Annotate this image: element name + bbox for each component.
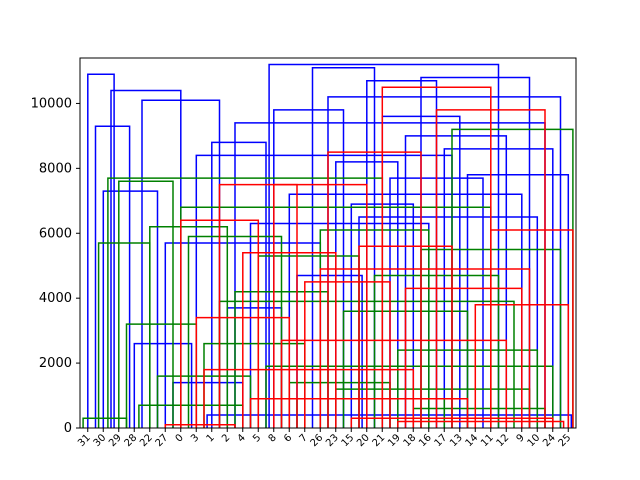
y-tick-label-2: 4000 <box>39 291 72 306</box>
link-0-28 <box>268 63 500 428</box>
link-2-7 <box>358 245 453 428</box>
link-1-4 <box>149 226 229 428</box>
plot-frame <box>79 57 577 429</box>
link-2-6 <box>327 151 422 428</box>
link-2-5 <box>304 281 391 428</box>
link-0-7 <box>211 141 267 428</box>
link-2-18 <box>397 420 565 428</box>
link-2-15 <box>280 339 508 428</box>
y-tick-label-3: 6000 <box>39 226 72 241</box>
link-2-12 <box>490 229 574 428</box>
link-0-29 <box>206 414 573 428</box>
link-0-1 <box>94 125 131 428</box>
link-1-6 <box>187 235 283 428</box>
link-2-2 <box>218 183 298 428</box>
y-tick-label-5: 10000 <box>31 96 72 111</box>
link-2-4 <box>273 183 368 428</box>
y-tick-label-1: 2000 <box>39 356 72 371</box>
link-2-19 <box>164 424 236 428</box>
y-axis: 0 2000 4000 6000 8000 10000 <box>31 96 80 436</box>
y-tick-label-0: 0 <box>64 421 72 436</box>
link-1-2 <box>118 180 174 428</box>
link-2-9 <box>404 287 523 428</box>
link-0-4 <box>133 342 193 428</box>
link-0-2 <box>102 190 159 428</box>
link-2-17 <box>350 417 554 428</box>
link-1-20 <box>265 365 554 428</box>
link-0-17 <box>404 135 508 428</box>
y-tick-label-4: 8000 <box>39 161 72 176</box>
link-0-11 <box>311 66 376 428</box>
link-2-11 <box>474 303 570 428</box>
link-2-16 <box>319 268 531 428</box>
link-0-0 <box>87 73 115 428</box>
dendrogram-links <box>82 63 574 428</box>
link-2-14 <box>249 398 469 428</box>
